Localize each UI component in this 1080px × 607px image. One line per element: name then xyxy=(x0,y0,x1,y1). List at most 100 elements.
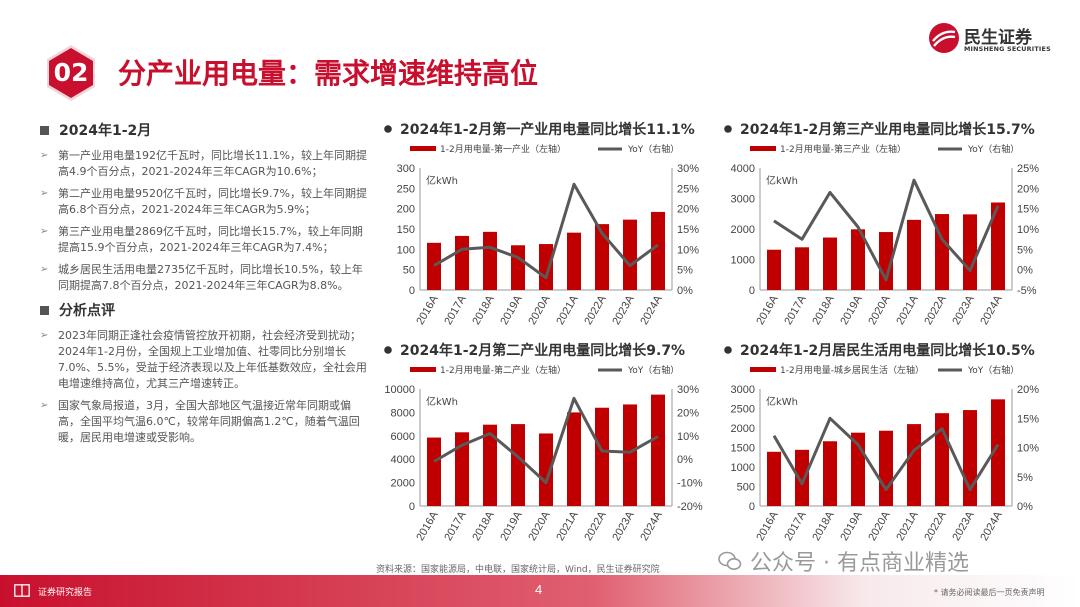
left-tick-label: 0 xyxy=(749,285,755,297)
bar xyxy=(539,244,553,290)
right-tick-label: 25% xyxy=(677,183,699,195)
square-bullet-icon xyxy=(40,125,49,135)
bar xyxy=(595,224,609,290)
section-number: 02 xyxy=(53,58,89,87)
left-tick-label: 4000 xyxy=(391,454,415,466)
right-tick-label: 0% xyxy=(677,454,693,466)
left-tick-label: 2000 xyxy=(731,423,755,435)
x-tick-label: 2023A xyxy=(950,509,977,543)
x-tick-label: 2024A xyxy=(978,509,1005,543)
logo-text-cn: 民生证券 xyxy=(964,28,1032,48)
chart-tertiary-industry: 2024年1-2月第三产业用电量同比增长15.7% 1-2月用电量-第三产业（左轴… xyxy=(716,116,1056,346)
left-tick-label: 1500 xyxy=(731,443,755,455)
right-tick-label: 10% xyxy=(1017,443,1039,455)
bar xyxy=(795,449,809,506)
arrow-bullet-icon: ➢ xyxy=(40,188,49,199)
x-tick-label: 2023A xyxy=(950,293,977,327)
bar xyxy=(567,232,581,290)
right-tick-label: 5% xyxy=(1017,244,1033,256)
x-tick-label: 2019A xyxy=(498,293,525,327)
x-tick-label: 2016A xyxy=(414,293,441,327)
x-tick-label: 2022A xyxy=(582,293,609,327)
bar xyxy=(963,214,977,290)
company-logo: 民生证券 MINSHENG SECURITIES xyxy=(928,22,1058,56)
right-tick-label: -5% xyxy=(1017,285,1037,297)
x-tick-label: 2016A xyxy=(754,293,781,327)
left-tick-label: 8000 xyxy=(391,407,415,419)
right-tick-label: 20% xyxy=(1017,384,1039,396)
right-tick-label: 10% xyxy=(677,431,699,443)
list-item: ➢ 第二产业用电量9520亿千瓦时，同比增长9.7%，较上年同期提高6.8个百分点… xyxy=(40,187,367,216)
bar xyxy=(427,437,441,506)
left-panel: 2024年1-2月 ➢ 第一产业用电量192亿千瓦时，同比增长11.1%，较上年同… xyxy=(40,120,370,452)
wechat-icon xyxy=(718,551,742,570)
chart-residential: 2024年1-2月居民生活用电量同比增长10.5% 1-2月用电量-城乡居民生活（… xyxy=(716,337,1056,562)
footer-label: 证券研究报告 xyxy=(38,588,93,598)
left-tick-label: 4000 xyxy=(731,163,755,175)
right-tick-label: 20% xyxy=(1017,183,1039,195)
bar xyxy=(767,451,781,506)
footer-bar: 证券研究报告 4 * 请务必阅读最后一页免责声明 xyxy=(0,575,1080,607)
x-tick-label: 2021A xyxy=(894,293,921,327)
list-item: ➢ 第一产业用电量192亿千瓦时，同比增长11.1%，较上年同期提高4.9个百分点… xyxy=(40,149,367,178)
bar xyxy=(595,407,609,506)
logo-mark-icon xyxy=(929,23,959,53)
x-tick-label: 2018A xyxy=(470,293,497,327)
chart-svg: 2024年1-2月居民生活用电量同比增长10.5% 1-2月用电量-城乡居民生活（… xyxy=(724,342,1039,543)
right-tick-label: 30% xyxy=(677,384,699,396)
legend-line-label: YoY（右轴） xyxy=(967,143,1019,155)
legend-bar-swatch xyxy=(410,367,436,372)
disclaimer-note: * 请务必阅读最后一页免责声明 xyxy=(934,588,1045,597)
bar xyxy=(823,237,837,290)
title-bullet-icon xyxy=(384,125,392,133)
right-tick-label: 5% xyxy=(1017,472,1033,484)
chart-title: 2024年1-2月第一产业用电量同比增长11.1% xyxy=(400,121,695,138)
right-tick-label: 10% xyxy=(1017,224,1039,236)
chart-svg: 2024年1-2月第一产业用电量同比增长11.1% 1-2月用电量-第一产业（左轴… xyxy=(384,121,699,327)
watermark: 公众号 · 有点商业精选 xyxy=(718,545,969,577)
legend-bar-label: 1-2月用电量-第三产业（左轴） xyxy=(780,143,906,155)
bar xyxy=(651,211,665,290)
bar xyxy=(879,430,893,506)
legend-line-label: YoY（右轴） xyxy=(627,143,679,155)
x-tick-label: 2020A xyxy=(866,509,893,543)
x-tick-label: 2017A xyxy=(782,509,809,543)
left-tick-label: 0 xyxy=(409,285,415,297)
left-tick-label: 6000 xyxy=(391,431,415,443)
bar xyxy=(623,219,637,290)
bar xyxy=(767,249,781,290)
left-tick-label: 0 xyxy=(409,501,415,513)
left-tick-label: 250 xyxy=(397,183,415,195)
x-tick-label: 2024A xyxy=(638,509,665,543)
unit-label: 亿kWh xyxy=(426,174,458,187)
left-tick-label: 1000 xyxy=(731,462,755,474)
title-bullet-icon xyxy=(384,346,392,354)
left-tick-label: 200 xyxy=(397,204,415,216)
left-tick-label: 2500 xyxy=(731,404,755,416)
legend-line-label: YoY（右轴） xyxy=(967,364,1019,376)
right-tick-label: -10% xyxy=(677,478,703,490)
chart-title: 2024年1-2月居民生活用电量同比增长10.5% xyxy=(740,342,1035,359)
x-tick-label: 2017A xyxy=(442,293,469,327)
bar xyxy=(651,394,665,506)
x-tick-label: 2021A xyxy=(554,293,581,327)
x-tick-label: 2024A xyxy=(978,293,1005,327)
bar xyxy=(539,433,553,506)
bar xyxy=(795,247,809,290)
bar xyxy=(455,235,469,290)
bar xyxy=(511,424,525,506)
unit-label: 亿kWh xyxy=(766,395,798,408)
right-tick-label: -20% xyxy=(677,501,703,513)
bar xyxy=(483,231,497,290)
hexagon-shape xyxy=(47,45,95,101)
x-tick-label: 2016A xyxy=(414,509,441,543)
section-heading-analysis: 分析点评 xyxy=(40,300,370,320)
right-tick-label: 25% xyxy=(1017,163,1039,175)
chart-primary-industry: 2024年1-2月第一产业用电量同比增长11.1% 1-2月用电量-第一产业（左轴… xyxy=(376,116,716,346)
section-heading-period: 2024年1-2月 xyxy=(40,120,370,140)
bar xyxy=(963,410,977,506)
legend-bar-label: 1-2月用电量-第二产业（左轴） xyxy=(440,364,566,376)
left-tick-label: 2000 xyxy=(731,224,755,236)
source-note: 资料来源：国家能源局，中电联，国家统计局，Wind，民生证券研究院 xyxy=(376,565,660,575)
bar xyxy=(907,424,921,506)
